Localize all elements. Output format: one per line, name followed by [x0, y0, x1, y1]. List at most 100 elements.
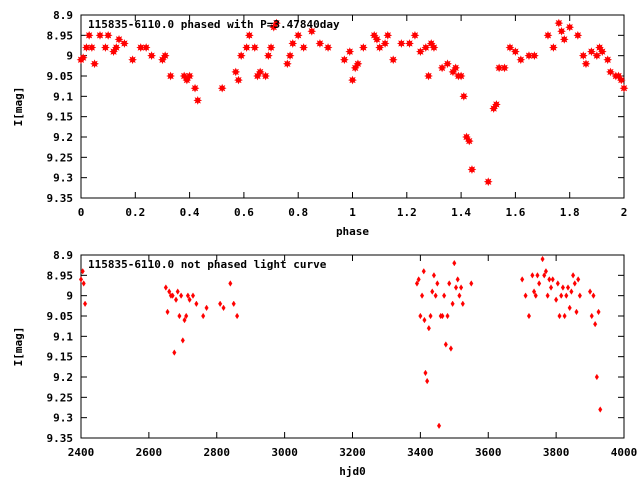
data-point: [397, 39, 406, 48]
data-point: [204, 304, 209, 312]
data-point: [421, 268, 426, 275]
data-point: [467, 165, 477, 174]
data-point: [175, 288, 180, 295]
data-point: [448, 345, 453, 352]
data-point: [193, 96, 203, 105]
data-point: [535, 272, 540, 279]
data-point: [547, 276, 552, 283]
data-point: [565, 284, 571, 291]
data-point: [532, 288, 537, 295]
chart-1-y-tick-label: 9: [66, 50, 73, 63]
data-point: [483, 177, 493, 187]
data-point: [421, 43, 431, 52]
chart-2-y-tick-label: 8.9: [53, 249, 73, 262]
chart-1-plot-frame: [80, 14, 625, 199]
chart-2-x-tick-label: 3800: [543, 446, 570, 459]
data-point: [593, 320, 598, 328]
chart-2-x-tick-label: 3200: [339, 446, 366, 459]
data-point: [187, 296, 192, 303]
chart-1-y-tick-label: 9.1: [53, 90, 73, 103]
data-point: [606, 67, 615, 77]
data-point: [557, 26, 566, 36]
data-point: [128, 55, 137, 65]
chart-1-y-tick-label: 8.9: [53, 9, 73, 22]
data-point: [562, 312, 567, 320]
data-point: [261, 71, 270, 81]
data-point: [414, 280, 420, 287]
data-point: [588, 288, 593, 295]
data-point: [173, 296, 179, 303]
data-point: [459, 284, 464, 291]
chart-1-x-tick-label: 0: [78, 206, 85, 219]
data-point: [388, 55, 398, 65]
data-point: [170, 292, 175, 299]
data-point: [554, 18, 564, 28]
chart-1-x-tick-label: 1: [349, 206, 356, 219]
chart-1-x-tick-label: 0.6: [234, 206, 254, 219]
data-point: [445, 312, 450, 320]
data-point: [559, 35, 569, 44]
data-point: [576, 276, 581, 283]
chart-2-y-tick-label: 9.1: [53, 330, 73, 343]
data-point: [540, 255, 545, 263]
data-point: [416, 47, 425, 56]
data-point: [437, 422, 442, 429]
data-point: [545, 292, 550, 299]
data-point: [190, 83, 200, 93]
data-point: [557, 312, 562, 320]
data-point: [505, 43, 515, 52]
data-point: [165, 308, 170, 316]
chart-2-y-tick-label: 9.35: [47, 432, 74, 445]
data-point: [163, 284, 168, 291]
data-point: [172, 349, 177, 356]
data-point: [418, 312, 423, 320]
data-point: [435, 280, 440, 287]
data-point: [594, 373, 599, 381]
data-point: [619, 83, 629, 93]
data-point: [548, 284, 554, 291]
chart-2-x-tick-label: 2800: [204, 446, 231, 459]
chart-2-x-tick-label: 2600: [136, 446, 163, 459]
data-point: [250, 43, 260, 52]
chart-2-x-tick-label: 3400: [407, 446, 434, 459]
data-point: [114, 35, 124, 44]
data-point: [549, 43, 558, 52]
chart-1-x-tick-label: 0.2: [125, 206, 145, 219]
chart-2-x-tick-label: 2400: [68, 446, 95, 459]
data-point: [511, 47, 520, 56]
data-point: [218, 300, 223, 307]
data-point: [469, 280, 474, 287]
data-point: [221, 304, 226, 312]
data-point: [78, 276, 84, 283]
data-point: [201, 312, 206, 320]
data-point: [101, 43, 110, 52]
data-point: [348, 75, 357, 85]
data-point: [459, 91, 469, 101]
chart-1-y-tick-label: 9.3: [53, 172, 73, 185]
data-point: [450, 300, 455, 307]
data-point: [460, 300, 465, 307]
data-point: [574, 308, 579, 316]
data-point: [571, 272, 576, 279]
chart-1-x-tick-label: 1.6: [505, 206, 525, 219]
data-point: [565, 22, 575, 32]
data-point: [452, 259, 457, 267]
chart-2-y-tick-label: 9.3: [53, 412, 73, 425]
data-point: [433, 292, 438, 299]
data-point: [440, 312, 445, 320]
data-point: [228, 280, 233, 287]
data-point: [103, 30, 113, 40]
data-point: [235, 312, 240, 320]
data-point: [217, 83, 227, 93]
data-point: [572, 280, 577, 287]
data-point: [425, 377, 430, 385]
chart-2-y-tick-label: 9.25: [47, 391, 74, 404]
data-point: [383, 30, 393, 40]
data-point: [307, 26, 317, 36]
data-point: [550, 276, 555, 283]
data-point: [266, 43, 276, 52]
chart-2-y-axis-label: I[mag]: [12, 327, 25, 367]
data-point: [136, 43, 146, 52]
data-point: [451, 63, 461, 73]
data-point: [95, 30, 105, 40]
